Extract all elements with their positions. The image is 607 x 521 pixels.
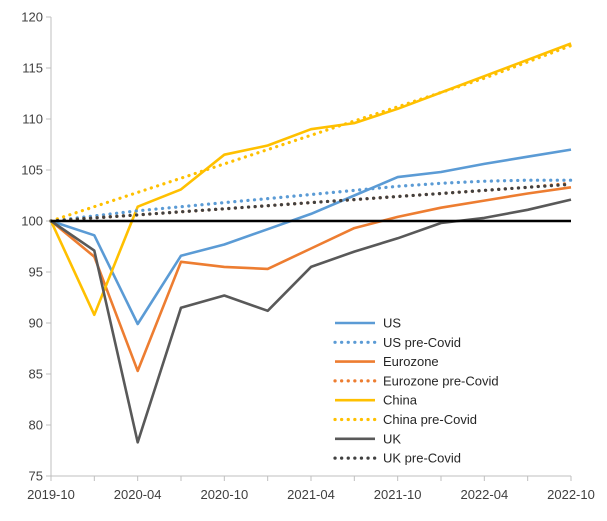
series-line-uk — [50, 198, 572, 444]
legend-label-eurozone-pre-covid: Eurozone pre-Covid — [383, 373, 499, 388]
series-line-uk-pre-covid — [49, 182, 573, 223]
series-line-china-pre-covid — [49, 43, 573, 223]
series-lines — [49, 42, 573, 444]
y-tick-label: 75 — [29, 469, 43, 484]
legend-label-china: China — [383, 393, 418, 408]
x-tick-label: 2022-04 — [460, 487, 508, 502]
x-tick-label: 2019-10 — [27, 487, 75, 502]
x-tick-label: 2022-10 — [547, 487, 595, 502]
legend-label-china-pre-covid: China pre-Covid — [383, 412, 477, 427]
y-tick-label: 110 — [22, 112, 43, 127]
y-tick-label: 115 — [22, 61, 43, 76]
y-tick-label: 90 — [29, 316, 43, 331]
series-line-china — [49, 42, 572, 317]
series-line-us-pre-covid — [49, 178, 573, 223]
legend-label-eurozone: Eurozone — [383, 354, 439, 369]
y-tick-label: 100 — [21, 214, 43, 229]
axes: 75 80 85 90 95 100 105 110 115 120 2019-10 2020-04 2… — [21, 10, 595, 503]
legend: US US pre-Covid Eurozone Eurozone pre-Covid… — [333, 316, 499, 466]
x-tick-label: 2020-10 — [200, 487, 248, 502]
legend-label-uk-pre-covid: UK pre-Covid — [383, 451, 461, 466]
series-line-eurozone — [50, 186, 572, 373]
x-tick-label: 2021-10 — [374, 487, 422, 502]
legend-label-uk: UK — [383, 431, 401, 446]
y-tick-label: 95 — [29, 265, 43, 280]
legend-label-us-pre-covid: US pre-Covid — [383, 335, 461, 350]
legend-label-us: US — [383, 316, 401, 331]
y-tick-label: 120 — [21, 10, 43, 25]
x-tick-label: 2020-04 — [114, 487, 162, 502]
x-tick-label: 2021-04 — [287, 487, 335, 502]
series-line-us — [50, 148, 572, 326]
y-tick-label: 80 — [29, 418, 43, 433]
y-tick-label: 105 — [21, 163, 43, 178]
y-tick-label: 85 — [29, 367, 43, 382]
